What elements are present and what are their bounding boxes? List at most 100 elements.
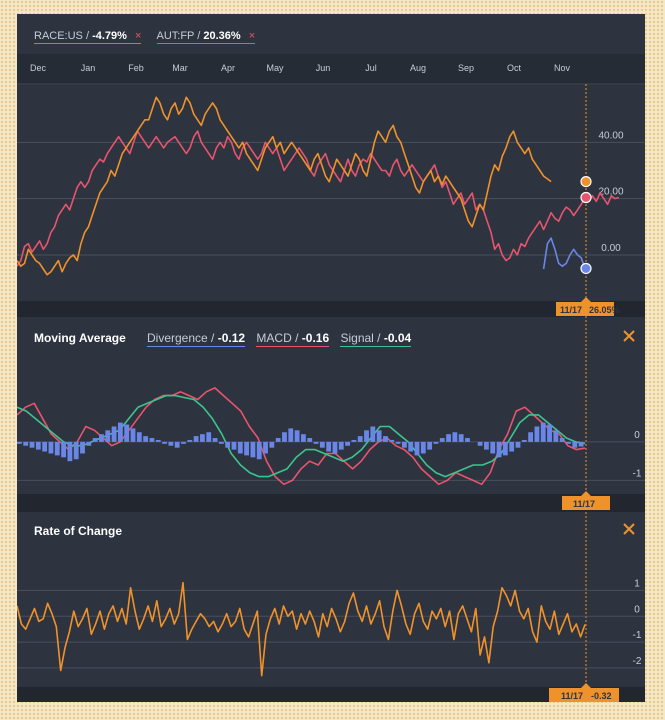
legend-sep-race: /	[82, 30, 93, 42]
remove-race-close-icon[interactable]: ×	[135, 30, 142, 42]
ma-legend-divergence-sep: /	[207, 331, 218, 345]
divergence-bar	[174, 441, 180, 448]
month-tick-label: Feb	[128, 63, 144, 73]
divergence-bar	[490, 441, 496, 454]
ma-panel-legend: Divergence / -0.12 MACD / -0.16 Signal /…	[147, 331, 419, 347]
divergence-bar	[307, 438, 313, 442]
divergence-bar	[48, 441, 54, 454]
series-line-orange	[17, 581, 586, 677]
divergence-bar	[181, 441, 186, 444]
divergence-bar	[496, 441, 502, 458]
ma-legend-signal-sep: /	[373, 331, 384, 345]
divergence-bar	[572, 441, 578, 448]
divergence-bar	[502, 441, 508, 456]
divergence-bar	[408, 441, 414, 452]
divergence-bar	[250, 441, 256, 458]
series-end-point	[580, 191, 592, 204]
divergence-bar	[61, 441, 66, 458]
series-line-orange	[17, 96, 552, 276]
legend-chip-race[interactable]: RACE:US / -4.79% ×	[34, 30, 142, 44]
divergence-bar	[376, 430, 382, 442]
ma-legend-divergence-value: -0.12	[217, 331, 246, 345]
roc-panel-title: Rate of Change	[34, 524, 123, 538]
divergence-bar	[282, 432, 287, 442]
ma-legend-signal-value: -0.04	[383, 331, 412, 345]
divergence-bar	[225, 441, 231, 448]
ma-legend-signal[interactable]: Signal / -0.04	[340, 331, 412, 347]
divergence-bar	[547, 424, 552, 442]
ma-legend-divergence[interactable]: Divergence / -0.12	[147, 331, 246, 347]
divergence-bar	[200, 434, 205, 442]
ma-close-x-icon[interactable]	[622, 329, 636, 343]
series-end-point	[580, 262, 592, 275]
divergence-bar	[86, 441, 92, 446]
ma-legend-macd[interactable]: MACD / -0.16	[256, 331, 330, 347]
divergence-bar	[332, 441, 338, 454]
divergence-bar	[162, 441, 167, 444]
divergence-bar	[351, 439, 357, 442]
legend-chip-aut[interactable]: AUT:FP / 20.36% ×	[156, 30, 256, 44]
divergence-bar	[566, 441, 571, 444]
divergence-bar	[29, 441, 35, 448]
divergence-bar	[383, 436, 388, 442]
divergence-bar	[370, 426, 376, 442]
series-legend: RACE:US / -4.79% × AUT:FP / 20.36% ×	[34, 30, 267, 46]
month-tick-label: Oct	[507, 63, 522, 73]
divergence-bar	[117, 422, 123, 442]
divergence-bar	[477, 441, 483, 446]
divergence-bar	[540, 422, 546, 442]
divergence-bar	[534, 426, 540, 442]
divergence-bar	[401, 441, 407, 448]
divergence-bar	[130, 428, 136, 442]
ma-legend-signal-label: Signal	[340, 331, 374, 345]
divergence-bar	[294, 430, 300, 442]
divergence-bar	[212, 438, 218, 442]
legend-symbol-aut: AUT:FP	[156, 30, 195, 42]
divergence-bar	[218, 441, 224, 444]
divergence-bar	[301, 434, 306, 442]
divergence-bar	[193, 436, 199, 442]
divergence-bar	[67, 441, 73, 462]
divergence-bar	[345, 441, 350, 446]
y-tick-label: -1	[633, 468, 642, 479]
price-axis-strip	[17, 301, 645, 317]
month-tick-label: Jun	[316, 63, 331, 73]
divergence-bar	[528, 432, 534, 442]
series-line-signal	[17, 394, 586, 478]
divergence-bar	[256, 441, 262, 460]
roc-close-x-icon[interactable]	[622, 522, 636, 536]
divergence-bar	[439, 438, 445, 442]
divergence-bar	[99, 434, 104, 442]
divergence-bar	[515, 441, 521, 448]
month-tick-label: Nov	[554, 63, 571, 73]
divergence-bar	[168, 441, 174, 446]
month-tick-label: May	[266, 63, 284, 73]
divergence-bar	[521, 439, 527, 442]
price-cursor-badge-text: 26.05%	[589, 305, 620, 315]
legend-sep-aut: /	[194, 30, 204, 42]
divergence-bar	[357, 436, 363, 442]
divergence-bar	[155, 439, 161, 442]
roc-cursor-badge-text: 11/17	[561, 691, 583, 701]
divergence-bar	[23, 441, 29, 446]
divergence-bar	[17, 441, 22, 444]
divergence-bar	[73, 441, 79, 460]
ma-legend-macd-sep: /	[291, 331, 302, 345]
ma-legend-divergence-label: Divergence	[147, 331, 208, 345]
divergence-bar	[136, 432, 142, 442]
divergence-bar	[452, 432, 458, 442]
divergence-bar	[269, 441, 275, 448]
roc-cursor-badge-text: -0.32	[591, 691, 612, 701]
divergence-bar	[559, 438, 565, 442]
month-tick-label: Dec	[30, 63, 47, 73]
divergence-bar	[465, 438, 470, 442]
y-tick-label: 40.00	[598, 130, 623, 141]
chart-canvas[interactable]: Dec Jan Feb Mar Apr May Jun Jul Aug Sep Oct Nov 40.0…	[17, 14, 645, 702]
divergence-bar	[313, 441, 319, 444]
ma-legend-macd-label: MACD	[256, 331, 292, 345]
y-tick-label: 20.00	[598, 187, 623, 198]
y-tick-label: 0.00	[601, 243, 621, 254]
divergence-bar	[395, 441, 401, 444]
remove-aut-close-icon[interactable]: ×	[248, 30, 256, 42]
divergence-bar	[111, 426, 117, 442]
